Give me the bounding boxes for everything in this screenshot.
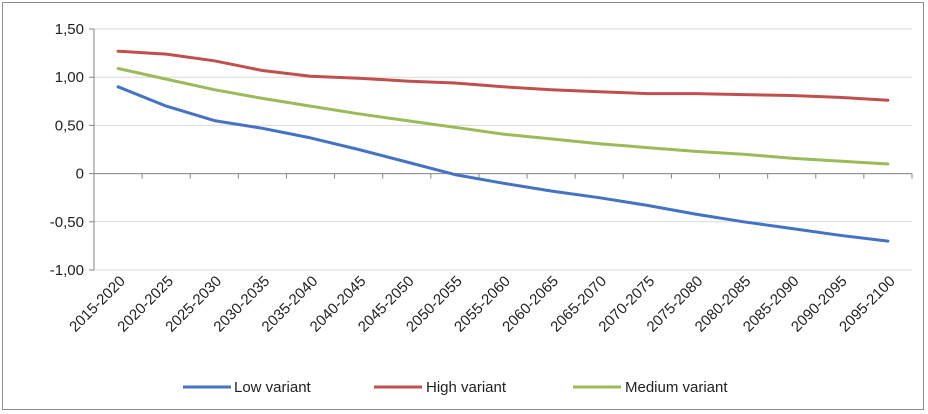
legend-label: Low variant: [234, 379, 312, 396]
legend-item: Medium variant: [573, 379, 728, 396]
chart-frame: [2, 2, 924, 410]
axes: [89, 28, 913, 271]
gridlines: [94, 28, 912, 271]
series-lines: [116, 49, 890, 243]
x-tick-labels: 2015-20202020-20252025-20302030-20352035…: [66, 273, 899, 336]
y-tick-label: -0,50: [50, 214, 84, 231]
y-tick-label: 0,50: [55, 117, 84, 134]
legend-label: Medium variant: [625, 379, 728, 396]
legend-label: High variant: [426, 379, 507, 396]
series-line-low-variant: [116, 85, 890, 243]
legend: Low variant High variant Medium variant: [183, 379, 728, 396]
y-tick-label: 1,00: [55, 69, 84, 86]
legend-item: High variant: [374, 379, 507, 396]
y-tick-labels: 1,50 1,00 0,50 0 -0,50 -1,00: [50, 21, 84, 279]
series-line-medium-variant: [116, 67, 890, 166]
legend-item: Low variant: [183, 379, 312, 396]
y-tick-label: 0: [76, 166, 84, 183]
y-tick-label: 1,50: [55, 21, 84, 38]
series-line-high-variant: [116, 49, 890, 102]
y-tick-label: -1,00: [50, 262, 84, 279]
